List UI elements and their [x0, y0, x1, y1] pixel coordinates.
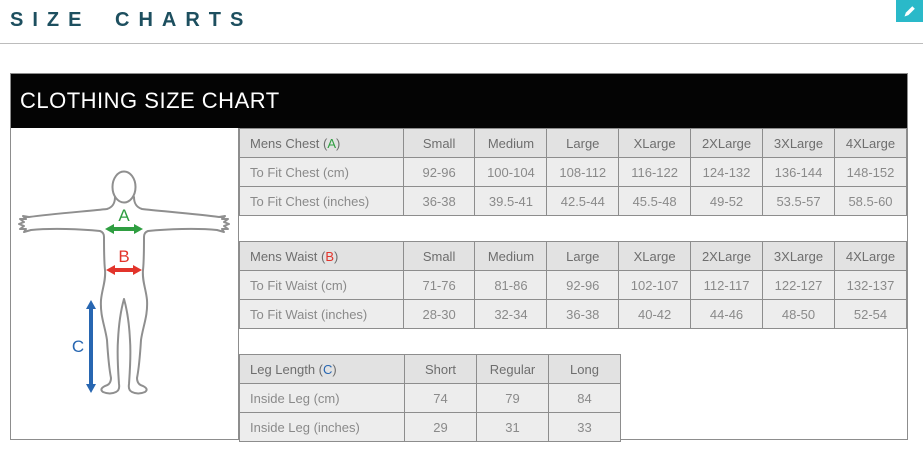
column-header-cell: Medium	[474, 241, 548, 271]
size-value-cell: 36-38	[546, 299, 620, 329]
marker-letter-a: A	[327, 135, 336, 151]
table-name-close: )	[332, 361, 337, 377]
column-header-cell: Medium	[474, 128, 548, 158]
size-value-cell: 36-38	[402, 186, 476, 216]
size-value-cell: 40-42	[618, 299, 692, 329]
clothing-size-chart-panel: CLOTHING SIZE CHART A B	[10, 73, 908, 442]
chart-header-bar: CLOTHING SIZE CHART	[11, 74, 907, 128]
table-row: To Fit Waist (inches) 28-30 32-34 36-38 …	[239, 299, 908, 329]
size-value-cell: 32-34	[474, 299, 548, 329]
size-value-cell: 42.5-44	[546, 186, 620, 216]
chest-arrow-label: A	[118, 206, 130, 225]
body-outline-figure: A B C	[18, 170, 230, 395]
size-value-cell: 29	[404, 412, 477, 442]
table-name-text: Mens Chest (	[250, 135, 328, 151]
leg-length-table: Leg Length (C) Short Regular Long Inside…	[239, 354, 621, 442]
size-value-cell: 136-144	[762, 157, 835, 187]
table-row: Inside Leg (inches) 29 31 33	[239, 412, 621, 442]
size-value-cell: 39.5-41	[474, 186, 548, 216]
size-value-cell: 112-117	[690, 270, 764, 300]
size-value-cell: 58.5-60	[833, 186, 908, 216]
size-value-cell: 74	[404, 383, 477, 413]
table-name-cell: Leg Length (C)	[239, 354, 405, 384]
size-value-cell: 53.5-57	[762, 186, 835, 216]
table-name-close: )	[334, 248, 339, 264]
table-name-cell: Mens Waist (B)	[239, 241, 404, 271]
table-name-text: Leg Length (	[250, 361, 324, 377]
column-header-cell: XLarge	[618, 241, 692, 271]
size-value-cell: 79	[476, 383, 549, 413]
size-value-cell: 31	[476, 412, 549, 442]
size-value-cell: 102-107	[618, 270, 692, 300]
column-header-cell: Small	[402, 128, 476, 158]
table-header-row: Mens Chest (A) Small Medium Large XLarge…	[239, 128, 908, 158]
size-value-cell: 116-122	[618, 157, 692, 187]
row-label-cell: To Fit Waist (cm)	[239, 270, 404, 300]
size-tables-area: Mens Chest (A) Small Medium Large XLarge…	[239, 128, 908, 442]
size-value-cell: 124-132	[690, 157, 764, 187]
size-value-cell: 100-104	[474, 157, 548, 187]
chart-title: CLOTHING SIZE CHART	[20, 88, 280, 113]
pencil-icon	[902, 4, 917, 19]
column-header-cell: 3XLarge	[762, 241, 835, 271]
table-row: To Fit Chest (cm) 92-96 100-104 108-112 …	[239, 157, 908, 187]
column-header-cell: 4XLarge	[833, 241, 908, 271]
leg-length-measurement-arrow: C	[72, 300, 96, 393]
table-header-row: Mens Waist (B) Small Medium Large XLarge…	[239, 241, 908, 271]
column-header-cell: 3XLarge	[762, 128, 835, 158]
table-row: To Fit Chest (inches) 36-38 39.5-41 42.5…	[239, 186, 908, 216]
column-header-cell: Large	[546, 241, 620, 271]
column-header-cell: XLarge	[618, 128, 692, 158]
chest-measurement-arrow: A	[105, 206, 143, 234]
person-outline	[18, 170, 230, 395]
size-value-cell: 48-50	[762, 299, 835, 329]
table-name-close: )	[335, 135, 341, 151]
column-header-cell: Long	[548, 354, 621, 384]
table-name-cell: Mens Chest (A)	[239, 128, 404, 158]
column-header-cell: 2XLarge	[690, 241, 764, 271]
table-header-row: Leg Length (C) Short Regular Long	[239, 354, 621, 384]
table-row: To Fit Waist (cm) 71-76 81-86 92-96 102-…	[239, 270, 908, 300]
column-header-cell: Short	[404, 354, 477, 384]
size-value-cell: 71-76	[402, 270, 476, 300]
mens-chest-table: Mens Chest (A) Small Medium Large XLarge…	[239, 128, 908, 216]
size-value-cell: 33	[548, 412, 621, 442]
title-divider	[0, 43, 923, 44]
size-value-cell: 28-30	[402, 299, 476, 329]
row-label-cell: To Fit Waist (inches)	[239, 299, 404, 329]
row-label-cell: To Fit Chest (inches)	[239, 186, 404, 216]
leg-arrow-label: C	[72, 337, 84, 356]
size-value-cell: 122-127	[762, 270, 835, 300]
waist-arrow-label: B	[118, 247, 129, 266]
mens-waist-table: Mens Waist (B) Small Medium Large XLarge…	[239, 241, 908, 329]
body-measurement-figure-panel: A B C	[11, 128, 239, 439]
column-header-cell: Regular	[476, 354, 549, 384]
size-value-cell: 132-137	[833, 270, 908, 300]
column-header-cell: Large	[546, 128, 620, 158]
size-value-cell: 92-96	[546, 270, 620, 300]
size-value-cell: 108-112	[546, 157, 620, 187]
size-value-cell: 81-86	[474, 270, 548, 300]
size-value-cell: 45.5-48	[618, 186, 692, 216]
edit-button[interactable]	[896, 0, 923, 22]
table-name-text: Mens Waist (	[250, 248, 326, 264]
size-value-cell: 44-46	[690, 299, 764, 329]
column-header-cell: 4XLarge	[833, 128, 908, 158]
column-header-cell: 2XLarge	[690, 128, 764, 158]
row-label-cell: Inside Leg (cm)	[239, 383, 405, 413]
size-value-cell: 52-54	[833, 299, 908, 329]
size-value-cell: 148-152	[833, 157, 908, 187]
size-value-cell: 92-96	[402, 157, 476, 187]
row-label-cell: Inside Leg (inches)	[239, 412, 405, 442]
size-value-cell: 84	[548, 383, 621, 413]
column-header-cell: Small	[402, 241, 476, 271]
marker-letter-b: B	[325, 248, 335, 264]
waist-measurement-arrow: B	[106, 247, 142, 275]
row-label-cell: To Fit Chest (cm)	[239, 157, 404, 187]
table-row: Inside Leg (cm) 74 79 84	[239, 383, 621, 413]
size-value-cell: 49-52	[690, 186, 764, 216]
marker-letter-c: C	[323, 361, 333, 377]
page-title: SIZE CHARTS	[10, 9, 253, 31]
